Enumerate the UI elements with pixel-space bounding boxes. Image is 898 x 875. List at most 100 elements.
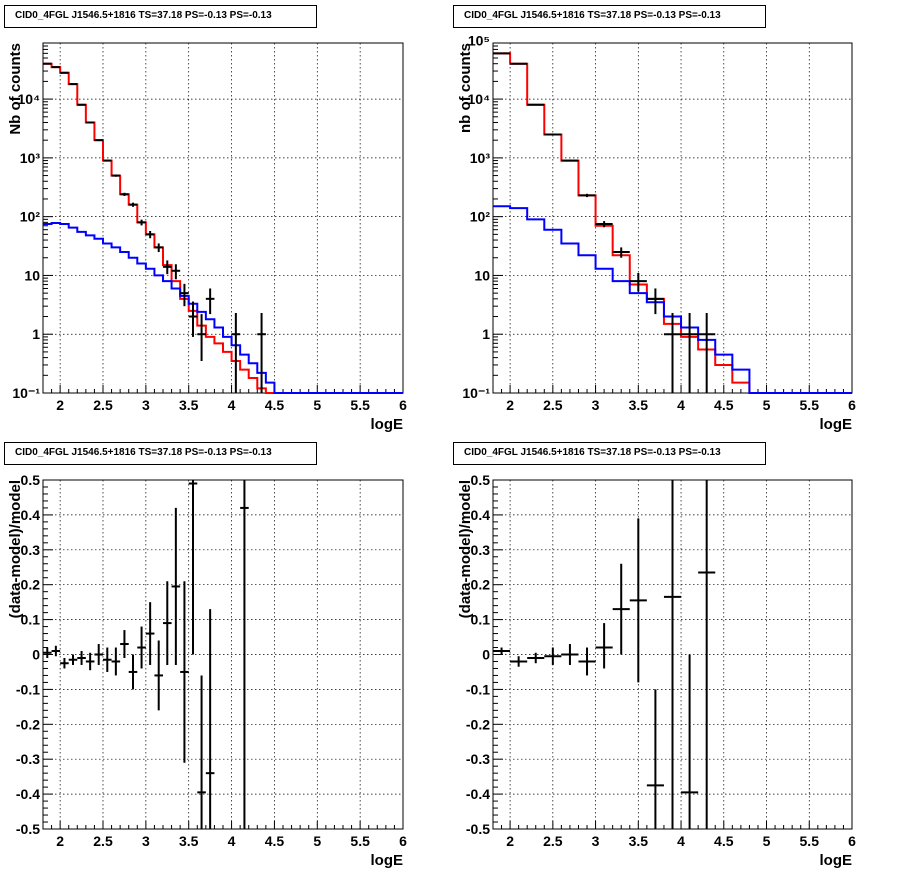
x-tick-label: 5 [313, 397, 321, 413]
y-tick-label: 0.2 [471, 577, 491, 593]
y-tick-label: 1 [482, 326, 490, 342]
x-tick-label: 2 [506, 397, 514, 413]
data-point [205, 288, 215, 315]
y-tick-label: -0.4 [466, 786, 490, 802]
y-tick-label: -0.1 [16, 681, 40, 697]
x-tick-label: 4.5 [265, 397, 285, 413]
panel-4-title: CID0_4FGL J1546.5+1816 TS=37.18 PS=-0.13… [453, 442, 766, 465]
y-tick-label: -0.3 [466, 751, 490, 767]
y-tick-label: 10³ [20, 150, 41, 166]
data-point [257, 312, 266, 393]
data-point [171, 264, 181, 280]
data-point [561, 159, 579, 162]
data-point [197, 675, 206, 829]
x-tick-label: 2 [56, 833, 64, 849]
data-point [629, 273, 647, 292]
y-tick-label: 0.5 [21, 472, 41, 488]
y-tick-label: -0.2 [466, 716, 490, 732]
data-point [578, 647, 596, 676]
data-point [103, 159, 112, 162]
data-point [43, 647, 52, 658]
plot-frame [42, 42, 404, 394]
data-point [578, 193, 596, 198]
y-tick-label: -0.2 [16, 716, 40, 732]
x-tick-label: 2.5 [93, 397, 113, 413]
x-tick-label: 2 [56, 397, 64, 413]
data-point [240, 480, 249, 829]
y-tick-label: -0.5 [466, 821, 490, 837]
data-point [612, 563, 630, 655]
data-point [103, 647, 112, 672]
x-tick-label: 3.5 [179, 397, 199, 413]
data-point [527, 652, 545, 664]
panel-2: 2 2.5 3 3.5 4 4.5 5 5.5 6 10⁻¹ 1 10 10² 10³ 10⁴ 10⁵ logE… [457, 32, 856, 433]
y-tick-label: 10² [20, 209, 41, 225]
data-point [612, 247, 630, 258]
x-tick-label: 6 [848, 397, 856, 413]
data-point [120, 192, 129, 196]
x-tick-label: 3 [142, 397, 150, 413]
data-point [128, 654, 138, 690]
data-point [163, 260, 172, 275]
data-point [646, 288, 664, 315]
x-tick-label: 5 [763, 833, 771, 849]
x-axis-title: logE [371, 416, 404, 433]
y-tick-label: 0.4 [471, 507, 491, 523]
y-tick-label: 10² [470, 209, 491, 225]
y-axis-title: nb of counts [457, 43, 474, 133]
y-tick-label: 10³ [470, 150, 491, 166]
panel-4: 2 2.5 3 3.5 4 4.5 5 5.5 6 -0.5 -0.4 -0.3 -0.2 -0.1 0 0.… [457, 472, 856, 869]
data-point [145, 231, 155, 239]
y-axis-title: Nb of counts [7, 43, 24, 135]
data-point [68, 83, 78, 86]
data-point [595, 221, 613, 228]
data-point [128, 202, 138, 207]
y-tick-label: 0.4 [21, 507, 41, 523]
y-tick-label: 10⁻¹ [462, 385, 490, 401]
x-tick-label: 5 [313, 833, 321, 849]
x-axis-title: logE [371, 852, 404, 869]
data-point [180, 283, 189, 307]
data-point [163, 581, 172, 665]
data-point [527, 103, 545, 106]
data-point [544, 647, 562, 665]
x-tick-label: 6 [399, 833, 407, 849]
data-point [681, 312, 699, 393]
x-tick-label: 4 [677, 833, 685, 849]
y-tick-label: 0.1 [471, 612, 491, 628]
y-tick-label: -0.1 [466, 681, 490, 697]
y-tick-label: 10 [474, 267, 490, 283]
data-point [180, 581, 189, 763]
data-point [137, 626, 146, 669]
data-point [94, 644, 103, 665]
data-point [111, 174, 121, 177]
y-tick-label: 0 [482, 647, 490, 663]
data-point [94, 139, 103, 142]
panel-2-title: CID0_4FGL J1546.5+1816 TS=37.18 PS=-0.13… [453, 5, 766, 28]
data-point [698, 312, 716, 393]
y-tick-label: 10⁴ [18, 91, 41, 107]
data-point [60, 657, 69, 669]
data-point [663, 312, 682, 393]
data-point [77, 103, 86, 106]
y-tick-label: 10⁻¹ [12, 385, 40, 401]
x-tick-label: 3 [592, 397, 600, 413]
y-axis-title: (data-model)/model [7, 480, 24, 618]
model-background-histogram [493, 205, 852, 394]
data-point [197, 314, 206, 362]
data-point [188, 301, 198, 337]
x-tick-label: 6 [399, 397, 407, 413]
x-tick-label: 3 [142, 833, 150, 849]
data-point [77, 651, 86, 665]
y-axis-title: (data-model)/model [457, 480, 474, 618]
data-point [171, 507, 181, 665]
data-point [681, 654, 699, 829]
x-tick-label: 3.5 [179, 833, 199, 849]
data-point [493, 647, 511, 655]
x-tick-label: 2.5 [543, 397, 563, 413]
y-tick-label: 10 [24, 267, 40, 283]
x-tick-label: 5 [763, 397, 771, 413]
data-point [698, 480, 716, 829]
x-tick-label: 3.5 [629, 397, 649, 413]
x-tick-label: 3.5 [629, 833, 649, 849]
